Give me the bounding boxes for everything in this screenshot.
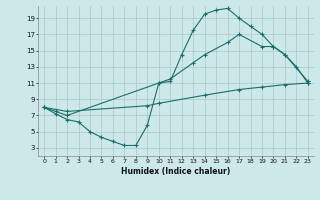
X-axis label: Humidex (Indice chaleur): Humidex (Indice chaleur) [121, 167, 231, 176]
